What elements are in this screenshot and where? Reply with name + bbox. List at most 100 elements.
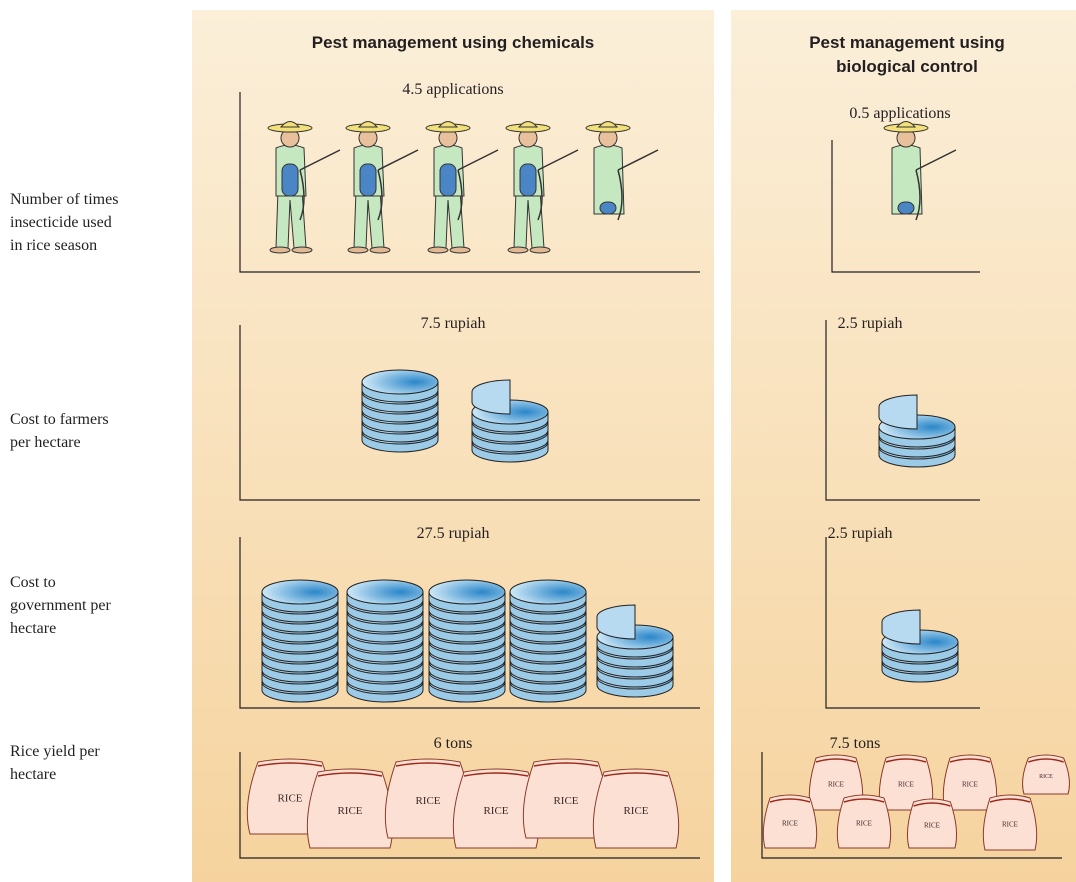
bag-label: RICE: [483, 805, 508, 817]
foot: [347, 246, 369, 254]
bag-label: RICE: [898, 781, 914, 789]
bag: [762, 794, 818, 849]
content: Number of times insecticide used in rice s…: [10, 81, 1070, 859]
tank: [359, 163, 377, 197]
rice-bag: RICE: [906, 798, 958, 849]
rice-bag: RICE: [982, 794, 1038, 851]
coin-stack: [881, 609, 959, 683]
farmer-icon: [883, 121, 957, 221]
coin-top: [361, 369, 439, 395]
rice-bag: RICE: [762, 794, 818, 849]
coin-partial: [878, 394, 918, 430]
axis: [831, 140, 980, 273]
axis: [239, 92, 700, 273]
bag-tie: [989, 798, 1031, 803]
bag-tie: [885, 758, 927, 763]
row-label: Number of times: [10, 191, 118, 208]
row-label: insecticide used: [10, 214, 112, 231]
bag-label: RICE: [277, 793, 302, 805]
rice-bag: RICE: [384, 758, 472, 839]
header: Pest management using: [809, 33, 1005, 52]
value-label: 6 tons: [434, 735, 473, 752]
bag-tie: [1028, 758, 1064, 763]
bag: [982, 794, 1038, 851]
hat-top: [517, 121, 539, 128]
sprayer: [537, 149, 579, 221]
rice-bag: RICE: [878, 754, 934, 811]
value-label: 0.5 applications: [849, 105, 950, 122]
bag-tie: [395, 762, 461, 767]
bag-tie: [533, 762, 599, 767]
hat-top: [279, 121, 301, 128]
tank: [281, 163, 299, 197]
farmer-icon: [345, 121, 419, 254]
bag-tie: [603, 772, 669, 777]
coin-stack: [361, 369, 439, 453]
row-label: in rice season: [10, 237, 97, 254]
foot: [269, 246, 291, 254]
bag: [592, 768, 680, 849]
axis: [761, 752, 1062, 859]
coin-stack: [346, 579, 424, 703]
bag: [836, 794, 892, 849]
bag-label: RICE: [553, 795, 578, 807]
bag-label: RICE: [337, 805, 362, 817]
bag-label: RICE: [1002, 821, 1018, 829]
row-label: Rice yield per: [10, 743, 100, 760]
row-label: Cost to: [10, 574, 56, 591]
row-label: government per: [10, 597, 112, 614]
coin-top: [346, 579, 424, 605]
foot: [427, 246, 449, 254]
bag: [1022, 754, 1070, 795]
rice-bag: RICE: [942, 754, 998, 811]
coin-stack: [471, 379, 549, 463]
coin-stack: [596, 604, 674, 698]
coin-stack: [261, 579, 339, 703]
coin-partial: [596, 604, 636, 640]
rice-bag: RICE: [1022, 754, 1070, 795]
axis: [239, 752, 700, 859]
foot: [449, 246, 471, 254]
header: biological control: [836, 57, 978, 76]
coin-top: [428, 579, 506, 605]
rice-bag: RICE: [306, 768, 394, 849]
row-label: hectare: [10, 766, 56, 783]
bag-label: RICE: [856, 820, 872, 828]
coin-partial: [471, 379, 511, 415]
tank: [599, 201, 617, 215]
bag-tie: [913, 802, 951, 807]
bag: [906, 798, 958, 849]
rice-bag: RICE: [592, 768, 680, 849]
bag: [942, 754, 998, 811]
foot: [507, 246, 529, 254]
farmer-icon: [425, 121, 499, 254]
sprayer: [915, 149, 957, 221]
axis: [825, 320, 980, 501]
foot: [529, 246, 551, 254]
axis: [239, 325, 700, 501]
sprayer: [617, 149, 659, 221]
row-label: hectare: [10, 620, 56, 637]
axis: [825, 537, 980, 709]
tank: [439, 163, 457, 197]
value-label: 4.5 applications: [402, 81, 503, 98]
hat-top: [597, 121, 619, 128]
farmer-icon: [585, 121, 659, 221]
sprayer: [457, 149, 499, 221]
bag-label: RICE: [924, 821, 940, 829]
bag-label: RICE: [1039, 774, 1053, 780]
axis: [239, 537, 700, 709]
foot: [369, 246, 391, 254]
row-label: Cost to farmers: [10, 411, 109, 428]
tank: [519, 163, 537, 197]
bag-label: RICE: [415, 795, 440, 807]
coin-stack: [428, 579, 506, 703]
row-label: per hectare: [10, 434, 81, 451]
coin-top: [261, 579, 339, 605]
bag-tie: [949, 758, 991, 763]
bag-tie: [843, 798, 885, 803]
hat-top: [437, 121, 459, 128]
sprayer: [299, 149, 341, 221]
bag-tie: [317, 772, 383, 777]
